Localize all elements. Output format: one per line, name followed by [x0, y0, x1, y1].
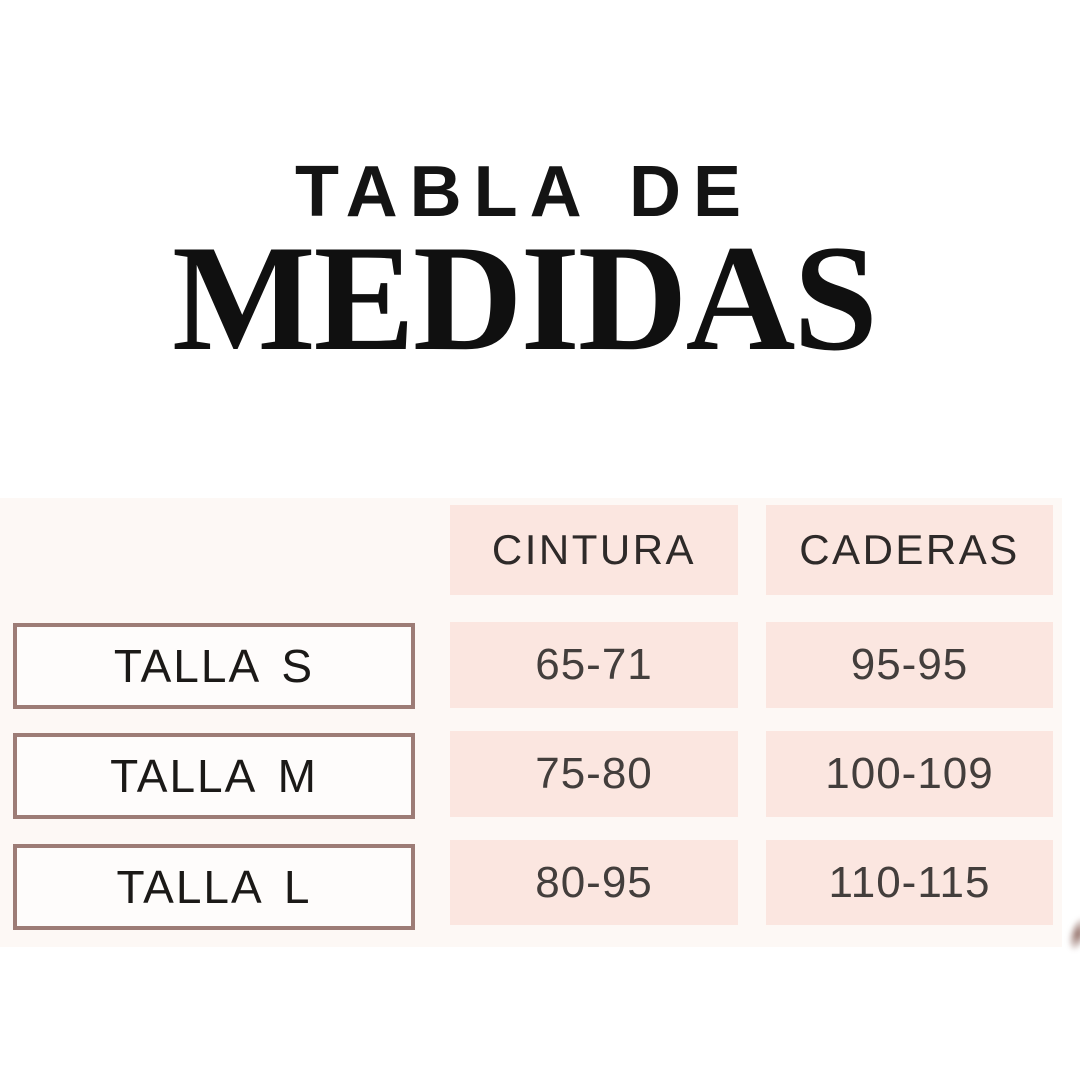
- value-cell-l-cintura: 80-95: [450, 840, 738, 925]
- value-cell-m-cintura: 75-80: [450, 731, 738, 817]
- size-label-box-s: TALLA S: [13, 623, 415, 709]
- size-label-box-l: TALLA L: [13, 844, 415, 930]
- page-title-line2: MEDIDAS: [172, 214, 878, 382]
- value-cell-m-caderas: 100-109: [766, 731, 1053, 817]
- page-title-line1: TABLA DE: [295, 152, 753, 232]
- value-cell-s-caderas: 95-95: [766, 622, 1053, 708]
- edge-smudge-artifact: [1063, 914, 1080, 954]
- value-cell-l-caderas: 110-115: [766, 840, 1053, 925]
- column-header-caderas: CADERAS: [766, 505, 1053, 595]
- column-header-cintura: CINTURA: [450, 505, 738, 595]
- value-cell-s-cintura: 65-71: [450, 622, 738, 708]
- size-label-box-m: TALLA M: [13, 733, 415, 819]
